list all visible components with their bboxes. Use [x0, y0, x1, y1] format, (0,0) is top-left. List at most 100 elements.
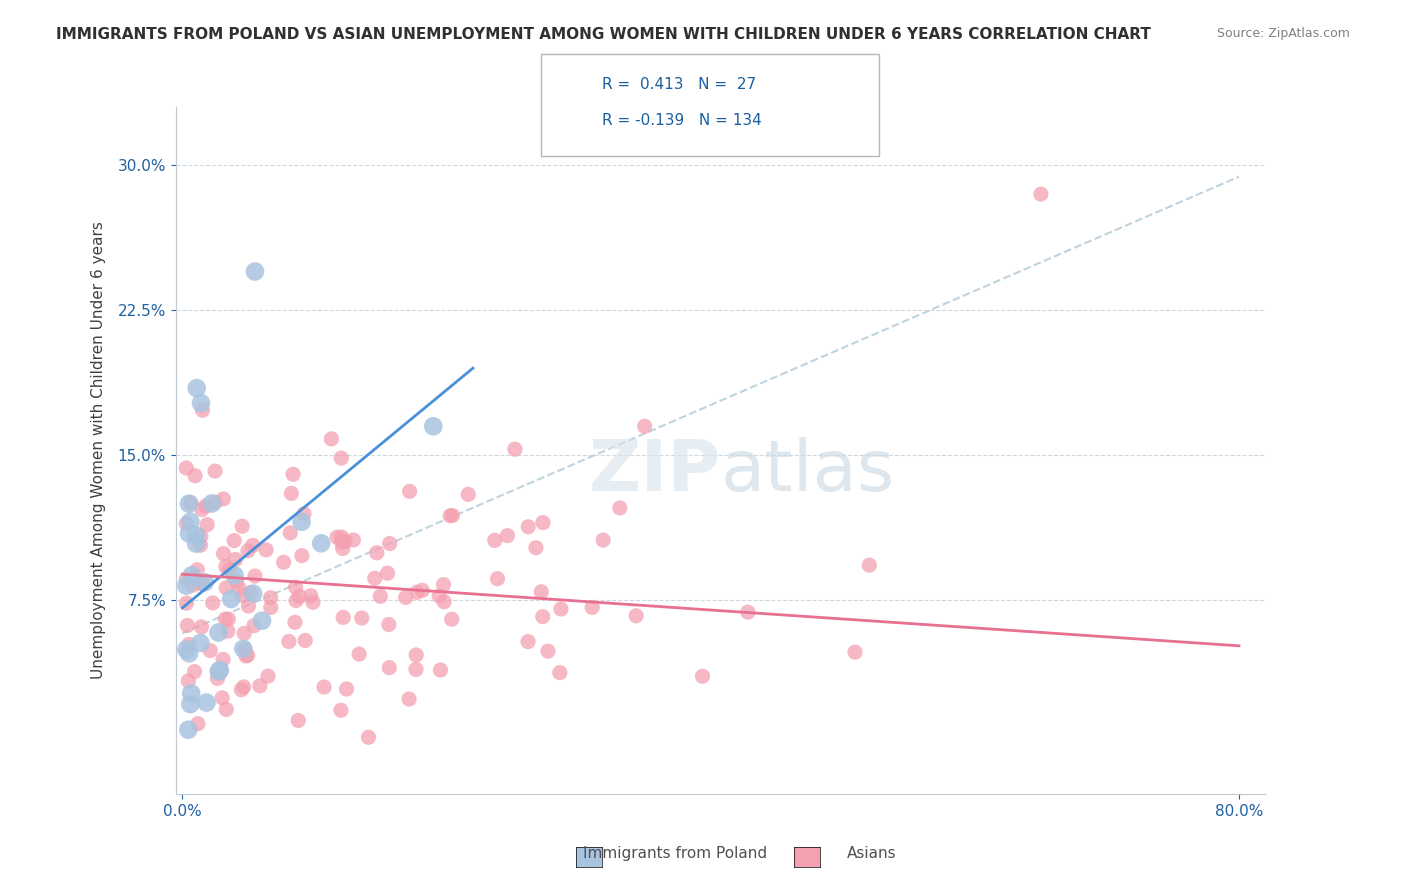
- Point: [183, 665, 205, 679]
- Point: [581, 600, 603, 615]
- Point: [187, 716, 209, 731]
- Point: [330, 530, 353, 544]
- Point: [180, 686, 202, 700]
- Point: [232, 641, 254, 656]
- Point: [844, 645, 866, 659]
- Point: [524, 541, 547, 555]
- Point: [190, 636, 212, 650]
- Point: [177, 526, 200, 541]
- Point: [496, 528, 519, 542]
- Point: [243, 264, 266, 278]
- Point: [254, 543, 277, 558]
- Point: [378, 617, 401, 632]
- Point: [190, 620, 212, 634]
- Point: [312, 680, 335, 694]
- Point: [238, 599, 260, 613]
- Point: [236, 648, 259, 663]
- Point: [692, 669, 714, 683]
- Point: [427, 589, 450, 603]
- Point: [191, 403, 214, 417]
- Point: [208, 663, 231, 677]
- Point: [177, 497, 200, 511]
- Text: R =  0.413   N =  27: R = 0.413 N = 27: [602, 78, 756, 92]
- Point: [190, 396, 212, 410]
- Point: [242, 586, 264, 600]
- Text: ZIP: ZIP: [588, 436, 721, 506]
- Point: [231, 519, 253, 533]
- Point: [180, 495, 202, 509]
- Point: [201, 596, 224, 610]
- Text: R = -0.139   N = 134: R = -0.139 N = 134: [602, 113, 762, 128]
- Point: [212, 547, 235, 561]
- Point: [395, 591, 418, 605]
- Point: [537, 644, 560, 658]
- Point: [335, 534, 357, 549]
- Point: [243, 569, 266, 583]
- Point: [186, 381, 208, 395]
- Point: [233, 626, 256, 640]
- Point: [294, 633, 316, 648]
- Point: [280, 486, 302, 500]
- Point: [200, 643, 222, 657]
- Point: [440, 612, 463, 626]
- Point: [204, 464, 226, 478]
- Point: [432, 577, 454, 591]
- Point: [281, 467, 304, 482]
- Point: [291, 515, 314, 529]
- Point: [377, 566, 399, 581]
- Point: [224, 568, 246, 582]
- Point: [184, 528, 207, 542]
- Text: Immigrants from Poland: Immigrants from Poland: [583, 846, 766, 861]
- Point: [184, 468, 207, 483]
- Point: [288, 590, 311, 604]
- Point: [530, 584, 553, 599]
- Point: [278, 525, 301, 540]
- Point: [214, 612, 236, 626]
- Point: [186, 563, 208, 577]
- Point: [215, 581, 238, 595]
- Point: [257, 669, 280, 683]
- Point: [179, 697, 201, 711]
- Point: [211, 690, 233, 705]
- Point: [181, 578, 204, 592]
- Point: [190, 538, 212, 552]
- Point: [550, 602, 572, 616]
- Point: [218, 562, 240, 576]
- Point: [285, 593, 308, 607]
- Point: [194, 499, 217, 513]
- Point: [177, 723, 200, 737]
- Point: [239, 585, 262, 599]
- Point: [422, 419, 444, 434]
- Point: [370, 590, 392, 604]
- Point: [364, 571, 387, 585]
- Point: [190, 529, 212, 543]
- Point: [624, 608, 647, 623]
- Point: [233, 642, 256, 657]
- Point: [299, 589, 322, 603]
- Point: [215, 559, 238, 574]
- Point: [503, 442, 526, 457]
- Point: [176, 516, 198, 531]
- Point: [176, 642, 198, 657]
- Point: [212, 652, 235, 666]
- Point: [177, 646, 200, 660]
- Point: [224, 533, 246, 548]
- Point: [242, 538, 264, 552]
- Point: [194, 575, 217, 590]
- Point: [273, 555, 295, 569]
- Point: [531, 609, 554, 624]
- Point: [191, 502, 214, 516]
- Point: [217, 624, 239, 639]
- Point: [411, 583, 433, 598]
- Point: [177, 673, 200, 688]
- Point: [236, 543, 259, 558]
- Point: [405, 662, 427, 676]
- Point: [284, 615, 307, 630]
- Point: [441, 508, 464, 523]
- Point: [207, 672, 229, 686]
- Point: [231, 682, 253, 697]
- Text: Asians: Asians: [846, 846, 897, 861]
- Point: [429, 663, 451, 677]
- Point: [737, 605, 759, 619]
- Point: [287, 714, 309, 728]
